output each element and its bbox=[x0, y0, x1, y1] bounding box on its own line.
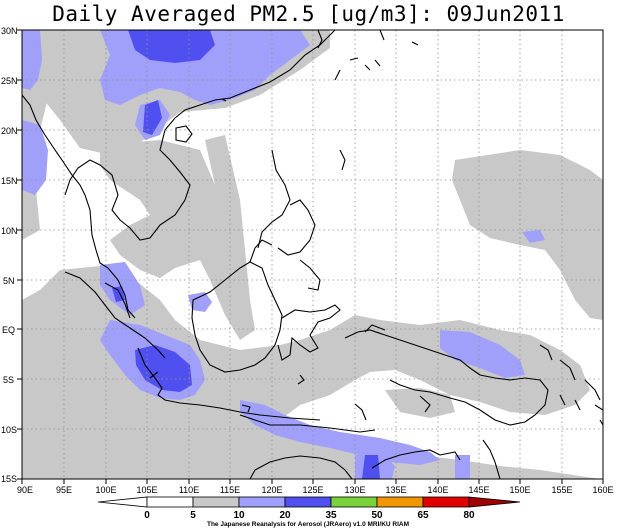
colorbar-label: 65 bbox=[417, 510, 429, 521]
coastlines bbox=[22, 30, 603, 479]
lon-label: 125E bbox=[302, 485, 323, 495]
lon-label: 90E bbox=[17, 485, 33, 495]
lon-label: 110E bbox=[179, 485, 199, 495]
colorbar-bin bbox=[422, 496, 470, 508]
credit-text: The Japanese Reanalysis for Aerosol (JRA… bbox=[207, 521, 409, 528]
colorbar-bin bbox=[238, 496, 286, 508]
colorbar-label: 5 bbox=[190, 510, 196, 521]
page-title: Daily Averaged PM2.5 [ug/m3]: 09Jun2011 bbox=[52, 2, 565, 26]
colorbar-bin bbox=[376, 496, 424, 508]
lat-label: 5N bbox=[3, 276, 15, 286]
colorbar bbox=[97, 496, 521, 508]
lat-label: 10S bbox=[1, 425, 17, 435]
lon-label: 105E bbox=[136, 485, 157, 495]
lat-label: 5S bbox=[3, 375, 14, 385]
colorbar-labels: 0 5 10 20 35 50 65 80 bbox=[144, 510, 475, 521]
lon-label: 150E bbox=[509, 485, 530, 495]
lat-label: 25N bbox=[1, 76, 18, 86]
lon-label: 95E bbox=[56, 485, 72, 495]
lon-labels: 90E 95E 100E 105E 110E 115E 120E 125E 13… bbox=[17, 485, 614, 495]
lon-label: 115E bbox=[220, 485, 240, 495]
lon-label: 145E bbox=[468, 485, 489, 495]
lon-label: 120E bbox=[261, 485, 282, 495]
lat-label: EQ bbox=[2, 325, 15, 335]
lon-label: 160E bbox=[592, 485, 613, 495]
colorbar-arrow-low bbox=[97, 496, 148, 508]
lat-label: 10N bbox=[1, 226, 18, 236]
colorbar-label: 50 bbox=[371, 510, 383, 521]
colorbar-label: 20 bbox=[279, 510, 291, 521]
axis-ticks bbox=[17, 29, 604, 484]
lat-labels: 30N 25N 20N 15N 10N 5N EQ 5S 10S 15S bbox=[1, 26, 18, 484]
colorbar-arrow-high bbox=[468, 496, 521, 508]
lat-label: 15S bbox=[1, 474, 17, 484]
lon-label: 100E bbox=[95, 485, 116, 495]
colorbar-label: 80 bbox=[463, 510, 475, 521]
lon-label: 155E bbox=[551, 485, 572, 495]
lat-label: 30N bbox=[1, 26, 18, 36]
colorbar-bin bbox=[330, 496, 378, 508]
lon-label: 130E bbox=[344, 485, 365, 495]
lat-label: 15N bbox=[1, 176, 18, 186]
lon-label: 140E bbox=[427, 485, 448, 495]
map-panel bbox=[22, 30, 603, 479]
pm25-field-20-35 bbox=[112, 30, 380, 479]
colorbar-label: 10 bbox=[233, 510, 245, 521]
lon-label: 135E bbox=[385, 485, 406, 495]
colorbar-label: 0 bbox=[144, 510, 150, 521]
colorbar-label: 35 bbox=[325, 510, 337, 521]
colorbar-bin bbox=[146, 496, 194, 508]
lat-label: 20N bbox=[1, 126, 18, 136]
colorbar-bin bbox=[284, 496, 332, 508]
colorbar-bin bbox=[192, 496, 240, 508]
